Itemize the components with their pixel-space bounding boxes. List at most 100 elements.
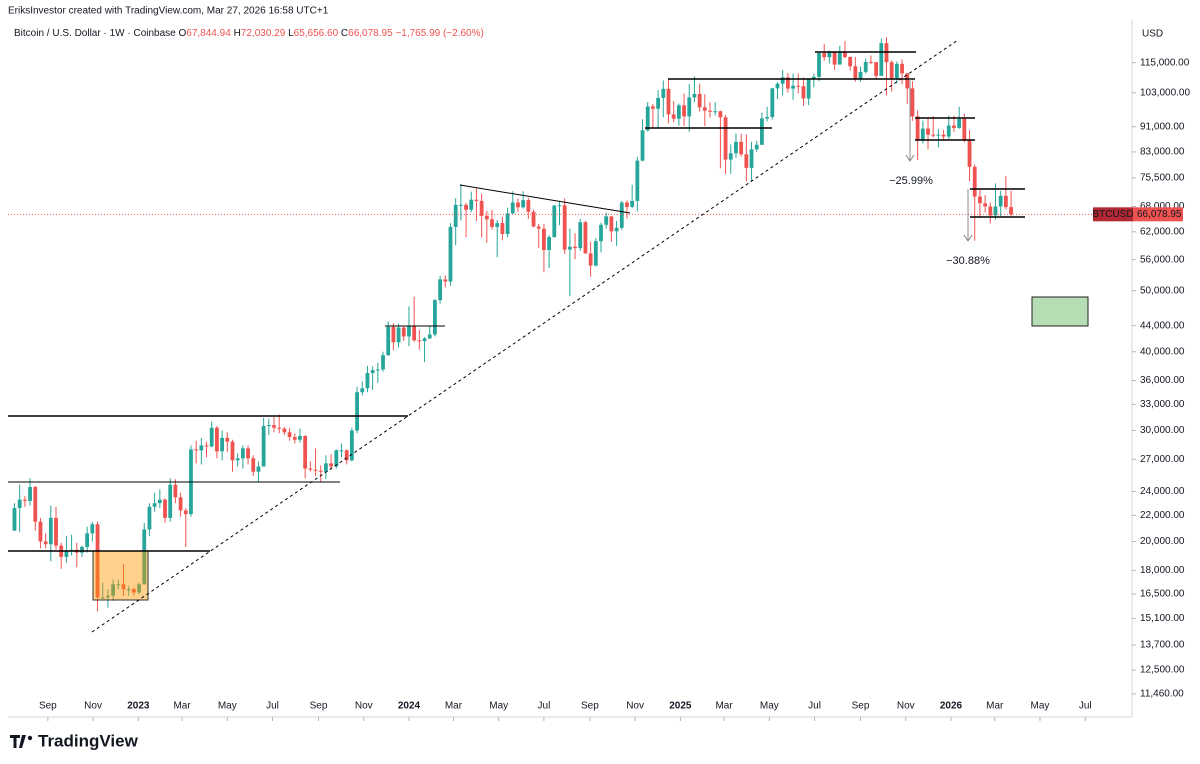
y-tick-label: 16,500.00 xyxy=(1140,589,1185,600)
y-tick-label: 103,000.00 xyxy=(1140,87,1190,98)
candle-body xyxy=(391,326,396,343)
y-tick-label: 11,460.00 xyxy=(1140,689,1184,700)
candle-body xyxy=(199,445,204,451)
candle-body xyxy=(837,52,842,65)
y-tick-label: 18,000.00 xyxy=(1140,565,1185,576)
x-tick-label: May xyxy=(489,701,508,712)
candle-body xyxy=(645,106,650,131)
candle-body xyxy=(931,134,936,136)
candle-body xyxy=(879,43,884,76)
candle-body xyxy=(220,437,225,452)
candle-body xyxy=(739,141,744,155)
candle-body xyxy=(334,450,339,467)
candle-body xyxy=(178,497,183,511)
x-tick-label: Jul xyxy=(538,701,551,712)
logo-text: TradingView xyxy=(38,731,139,750)
candle-body xyxy=(298,435,302,440)
x-tick-label: Mar xyxy=(173,701,191,712)
candle-body xyxy=(401,327,406,337)
y-tick-label: 20,000.00 xyxy=(1140,536,1185,547)
candle-body xyxy=(869,61,873,63)
measure-arrow xyxy=(905,154,915,162)
candle-body xyxy=(464,204,468,210)
x-tick-label: 2025 xyxy=(669,701,692,712)
candle-body xyxy=(381,355,385,370)
candle-body xyxy=(142,529,147,585)
candle-body xyxy=(635,160,640,201)
candle-body xyxy=(946,125,951,137)
target-box xyxy=(1031,296,1089,327)
x-tick-label: Mar xyxy=(445,701,463,712)
candle-body xyxy=(48,517,53,545)
x-tick-label: Jul xyxy=(1079,701,1092,712)
y-tick-label: 15,100.00 xyxy=(1140,613,1185,624)
x-tick-label: Nov xyxy=(626,701,644,712)
candle-body xyxy=(993,206,998,216)
candle-body xyxy=(941,134,946,137)
candle-body xyxy=(547,237,552,251)
measure-arrow xyxy=(963,234,973,242)
candle-body xyxy=(427,334,432,339)
candle-body xyxy=(292,436,297,440)
candle-body xyxy=(209,427,214,447)
candle-body xyxy=(131,589,136,593)
trend-line xyxy=(91,39,959,633)
candle-body xyxy=(796,85,801,87)
trend-line xyxy=(459,184,631,214)
candle-body xyxy=(256,466,261,472)
candle-body xyxy=(277,427,282,429)
candle-body xyxy=(349,430,354,461)
candle-body xyxy=(526,200,531,212)
x-tick-label: May xyxy=(1031,701,1050,712)
candle-body xyxy=(474,199,479,201)
candle-body xyxy=(619,202,624,228)
y-tick-label: 27,000.00 xyxy=(1140,454,1185,465)
x-tick-label: Sep xyxy=(852,701,870,712)
candle-body xyxy=(744,154,749,168)
candle-body xyxy=(687,97,692,117)
y-tick-label: 22,000.00 xyxy=(1140,510,1185,521)
candle-body xyxy=(651,106,655,109)
candle-body xyxy=(100,597,105,599)
y-tick-label: 36,000.00 xyxy=(1140,375,1185,386)
candle-body xyxy=(599,224,603,242)
candle-body xyxy=(484,215,489,220)
candle-body xyxy=(510,202,515,214)
candle-body xyxy=(266,425,271,427)
candle-body xyxy=(936,134,941,136)
candle-body xyxy=(448,226,453,282)
x-tick-label: Sep xyxy=(310,701,328,712)
x-tick-label: Sep xyxy=(39,701,57,712)
y-tick-label: 24,000.00 xyxy=(1140,486,1185,497)
candle-body xyxy=(396,327,401,343)
candle-body xyxy=(308,468,313,470)
x-tick-label: Jul xyxy=(266,701,279,712)
ohlc-key: H xyxy=(234,28,241,39)
candle-body xyxy=(817,53,821,77)
candle-body xyxy=(978,196,982,204)
candle-body xyxy=(734,141,738,154)
candle-body xyxy=(90,524,95,534)
x-tick-label: Nov xyxy=(84,701,102,712)
candle-body xyxy=(38,521,43,542)
candle-body xyxy=(562,205,567,250)
candle-body xyxy=(832,52,837,65)
candle-body xyxy=(1003,195,1008,208)
y-tick-label: 68,000.00 xyxy=(1140,201,1185,212)
candle-body xyxy=(863,61,868,72)
candle-body xyxy=(453,204,458,227)
candle-body xyxy=(557,205,562,207)
candle-body xyxy=(54,517,58,546)
candle-body xyxy=(106,595,110,598)
candle-body xyxy=(505,213,510,234)
logo: TradingView xyxy=(10,731,139,750)
price-tag-symbol xyxy=(1093,207,1133,222)
y-tick-label: 13,700.00 xyxy=(1140,640,1185,651)
plot xyxy=(8,37,1132,612)
candle-body xyxy=(126,589,131,591)
candle-body xyxy=(240,448,245,459)
candle-body xyxy=(713,111,718,113)
candle-body xyxy=(630,200,635,207)
candle-body xyxy=(12,507,17,531)
candle-body xyxy=(957,119,962,128)
